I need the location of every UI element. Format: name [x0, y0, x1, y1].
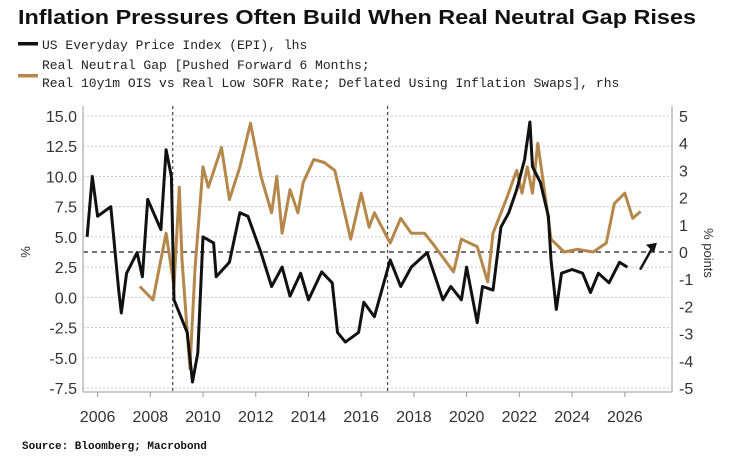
source-note: Source: Bloomberg; Macrobond — [22, 441, 207, 453]
legend-swatch-neutral-gap — [18, 74, 38, 78]
x-tick-label: 2012 — [238, 409, 274, 426]
arrow-head-icon — [645, 242, 657, 253]
y-tick-label-right: 4 — [679, 136, 688, 153]
series-group — [85, 120, 642, 384]
legend-label-epi: US Everyday Price Index (EPI), lhs — [42, 38, 307, 53]
x-tick-label: 2020 — [449, 409, 485, 426]
x-tick-label: 2010 — [185, 409, 221, 426]
legend-label-neutral-gap-line2: Real 10y1m OIS vs Real Low SOFR Rate; De… — [42, 76, 619, 91]
y-tick-label-left: 5.0 — [55, 230, 77, 247]
y-tick-label-right: 5 — [679, 109, 688, 126]
y-tick-label-left: -5.0 — [49, 351, 77, 368]
x-tick-label: 2024 — [554, 409, 590, 426]
y-tick-label-left: 0.0 — [55, 290, 77, 307]
legend-label-neutral-gap-line1: Real Neutral Gap [Pushed Forward 6 Month… — [42, 58, 370, 73]
x-tick-label: 2018 — [396, 409, 432, 426]
y-tick-label-right: -1 — [679, 272, 693, 289]
x-tick-label: 2006 — [80, 409, 116, 426]
vertical-markers — [172, 106, 389, 392]
y-tick-label-left: -2.5 — [49, 321, 77, 338]
x-tick-label: 2016 — [343, 409, 379, 426]
legend-swatch-epi — [18, 42, 38, 46]
gridlines — [83, 115, 672, 389]
arrow-annotation — [638, 242, 657, 271]
y-tick-label-right: 0 — [679, 245, 688, 262]
y-tick-label-left: 2.5 — [55, 260, 77, 277]
y-tick-label-left: 15.0 — [46, 109, 77, 126]
x-tick-label: 2026 — [607, 409, 643, 426]
chart-title: Inflation Pressures Often Build When Rea… — [18, 7, 696, 29]
arrow-shaft — [638, 246, 655, 271]
y-tick-label-left: 10.0 — [46, 169, 77, 186]
legend: US Everyday Price Index (EPI), lhs Real … — [18, 38, 619, 91]
y-tick-label-right: -2 — [679, 299, 693, 316]
x-tick-label: 2022 — [502, 409, 538, 426]
y-tick-label-right: -5 — [679, 381, 693, 398]
y-tick-label-left: 12.5 — [46, 139, 77, 156]
y-tick-label-left: 7.5 — [55, 200, 77, 217]
y-tick-label-right: 3 — [679, 163, 688, 180]
x-tick-label: 2008 — [133, 409, 169, 426]
y-tick-label-right: 2 — [679, 191, 688, 208]
x-tick-label: 2014 — [291, 409, 327, 426]
y-tick-label-right: -3 — [679, 327, 693, 344]
y-axis-label-right: % points — [701, 228, 716, 278]
series-line-epi — [85, 120, 629, 384]
axes — [82, 106, 673, 393]
y-tick-label-right: -4 — [679, 354, 693, 371]
y-tick-label-left: -7.5 — [49, 381, 77, 398]
y-tick-label-right: 1 — [679, 218, 688, 235]
tick-labels: 2006 2008 2010 2012 2014 2016 2018 2020 2022 2024… — [46, 109, 693, 426]
y-axis-label-left: % — [18, 246, 33, 258]
